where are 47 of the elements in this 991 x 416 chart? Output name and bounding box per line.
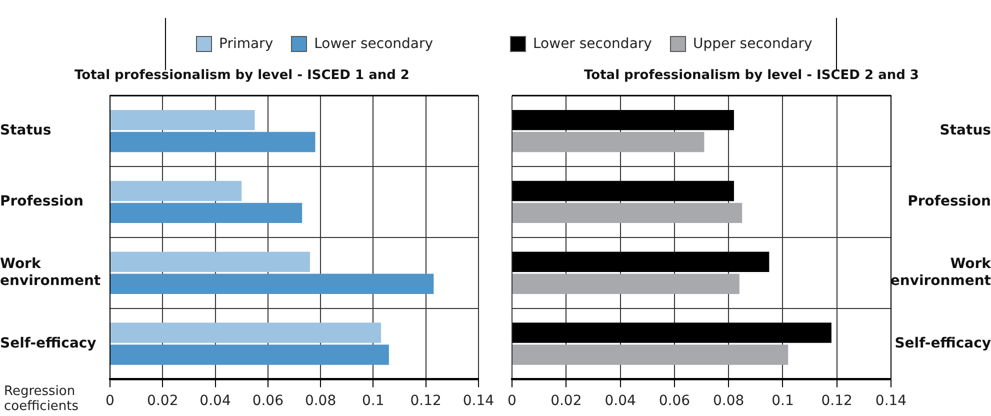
x-tick-label: 0	[106, 393, 114, 410]
x-tick-label: 0.06	[252, 393, 284, 410]
chart-title: Total professionalism by level - ISCED 2 and 3	[584, 68, 919, 84]
x-tick-label: 0.08	[304, 393, 336, 410]
x-tick-label: 0.14	[875, 393, 907, 410]
x-tick-label: 0.02	[550, 393, 582, 410]
x-tick-label: 0.04	[200, 393, 231, 410]
chart-title: Total professionalism by level - ISCED 1 and 2	[74, 68, 410, 84]
bar	[512, 252, 770, 272]
x-tick-label: 0	[508, 393, 516, 410]
y-tick-label: Self-efficacy	[0, 335, 96, 352]
y-tick-label: Status	[0, 122, 52, 139]
x-tick-label: 0.04	[604, 393, 636, 410]
y-tick-label: Self-efficacy	[894, 335, 991, 352]
bar	[110, 322, 382, 343]
bar	[110, 202, 302, 224]
bar	[110, 132, 316, 152]
legend-label: Lower secondary	[533, 36, 652, 52]
bar	[110, 252, 310, 272]
bar	[512, 110, 734, 130]
bar	[512, 322, 832, 343]
y-tick-label: Work environment	[0, 256, 101, 289]
x-tick-label: 0.12	[821, 393, 852, 410]
x-tick-label: 0.12	[410, 393, 442, 410]
bar	[110, 110, 255, 130]
bar	[512, 344, 788, 365]
x-tick-label: 0.1	[362, 393, 384, 410]
x-tick-label: 0.08	[712, 393, 744, 410]
bar	[512, 274, 740, 294]
x-tick-label: 0.06	[658, 393, 690, 410]
y-tick-label: Work environment	[890, 256, 991, 289]
legend-label: Lower secondary	[314, 36, 434, 52]
y-tick-label: Status	[940, 122, 991, 139]
bar	[512, 180, 734, 202]
y-tick-label: Profession	[0, 194, 84, 210]
bar	[512, 132, 704, 152]
x-tick-label: 0.14	[462, 393, 494, 410]
y-tick-label: Profession	[908, 194, 991, 210]
legend-label: Upper secondary	[692, 36, 812, 52]
bar	[110, 344, 389, 365]
bar	[110, 180, 242, 202]
bar	[110, 274, 434, 294]
x-axis-title: Regression coefficients	[4, 384, 80, 414]
bar	[512, 202, 742, 224]
legend-label: Primary	[219, 36, 274, 52]
x-tick-label: 0.1	[772, 393, 794, 410]
x-tick-label: 0.02	[147, 393, 178, 410]
